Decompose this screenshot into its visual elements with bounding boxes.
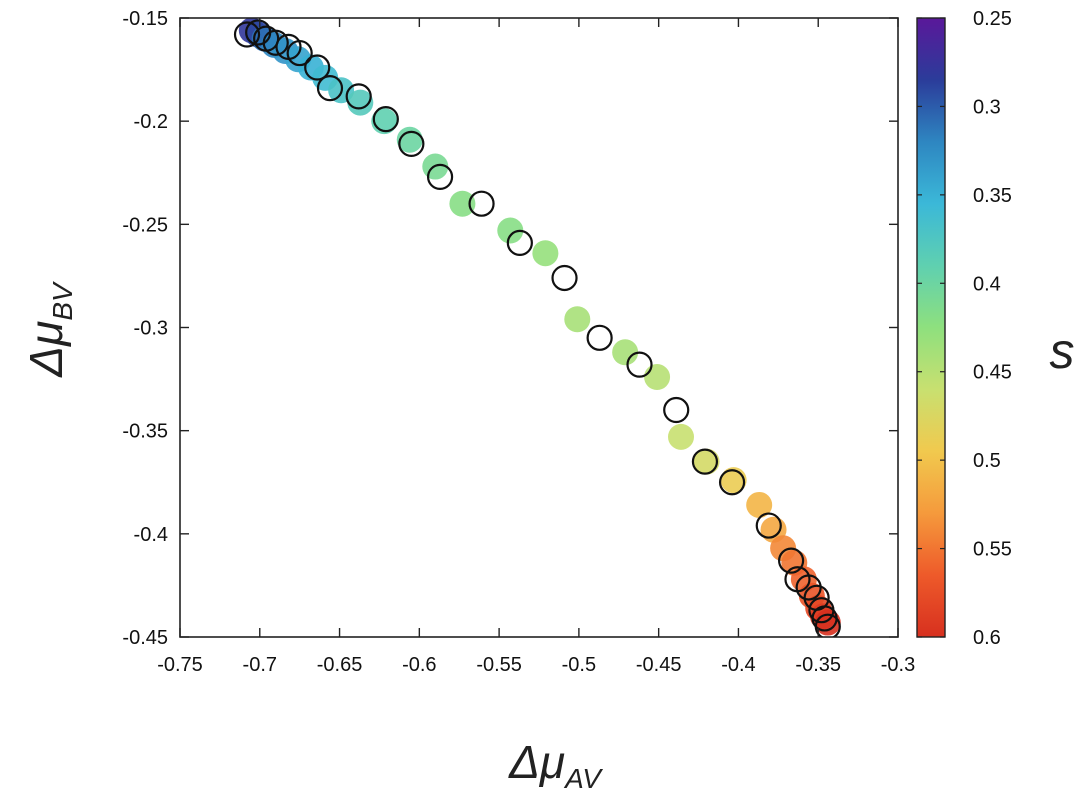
filled-data-point <box>532 240 559 267</box>
colorbar-tick-label: 0.25 <box>973 8 1012 30</box>
colorbar-tick-label: 0.3 <box>973 96 1001 118</box>
open-data-point <box>551 264 578 292</box>
open-data-point <box>663 396 690 424</box>
open-data-point <box>345 83 372 110</box>
open-data-point <box>506 229 533 257</box>
open-data-point <box>262 29 289 56</box>
open-data-point <box>468 190 495 217</box>
y-tick-label: -0.4 <box>134 524 168 546</box>
x-tick-label: -0.6 <box>402 654 436 676</box>
open-data-point <box>233 21 261 48</box>
colorbar-tick-label: 0.35 <box>973 185 1012 207</box>
filled-data-point <box>449 190 476 217</box>
filled-data-point <box>612 339 639 366</box>
colorbar-gradient <box>916 17 946 638</box>
colorbar-ticks: 0.25 0.3 0.35 0.4 0.45 0.5 0.55 0.6 <box>917 8 1012 649</box>
colorbar: 0.25 0.3 0.35 0.4 0.45 0.5 0.55 0.6 s <box>916 8 1075 649</box>
y-axis-label: ΔμBV <box>20 281 78 378</box>
y-axis-ticks: -0.15 -0.2 -0.25 -0.3 -0.35 -0.4 -0.45 <box>122 8 898 649</box>
y-tick-label: -0.35 <box>122 421 168 443</box>
y-tick-label: -0.2 <box>134 111 168 133</box>
filled-points-layer <box>238 18 841 636</box>
open-data-point <box>286 39 313 67</box>
x-tick-label: -0.4 <box>721 654 755 676</box>
filled-data-point <box>668 423 695 450</box>
open-data-point <box>586 324 613 351</box>
y-tick-label: -0.25 <box>122 214 168 236</box>
y-axis-label-symbol: Δμ <box>20 321 72 378</box>
x-axis-label-symbol: Δμ <box>508 736 565 788</box>
x-axis-label: ΔμAV <box>508 736 603 789</box>
open-data-point <box>755 512 782 539</box>
x-tick-label: -0.65 <box>317 654 363 676</box>
colorbar-tick-label: 0.4 <box>973 273 1001 295</box>
filled-data-point <box>746 491 773 518</box>
open-data-point <box>372 106 399 133</box>
y-tick-label: -0.3 <box>134 318 168 340</box>
x-axis-label-subscript: AV <box>563 763 603 789</box>
open-data-point <box>814 613 841 637</box>
open-data-point <box>718 469 746 496</box>
y-tick-label: -0.45 <box>122 627 168 649</box>
colorbar-tick-label: 0.55 <box>973 539 1012 561</box>
open-data-point <box>398 130 425 157</box>
colorbar-tick-label: 0.45 <box>973 362 1012 384</box>
open-data-point <box>426 163 454 190</box>
open-data-point <box>777 547 805 574</box>
colorbar-tick-label: 0.6 <box>973 627 1001 649</box>
x-tick-label: -0.35 <box>795 654 841 676</box>
x-tick-label: -0.5 <box>562 654 596 676</box>
filled-data-point <box>644 364 671 391</box>
x-tick-label: -0.3 <box>881 654 915 676</box>
filled-data-point <box>564 306 591 333</box>
x-axis-ticks: -0.75 -0.7 -0.65 -0.6 -0.55 -0.5 -0.45 -0.4 -0.3… <box>157 18 915 676</box>
colorbar-tick-label: 0.5 <box>973 450 1001 472</box>
x-tick-label: -0.75 <box>157 654 203 676</box>
filled-data-point <box>497 217 524 244</box>
x-tick-label: -0.7 <box>243 654 277 676</box>
open-data-point <box>304 54 331 81</box>
open-points-layer <box>233 19 841 637</box>
open-data-point <box>316 75 344 102</box>
open-data-point <box>691 448 719 475</box>
filled-data-point <box>347 89 374 116</box>
y-axis-label-subscript: BV <box>47 281 78 321</box>
colorbar-label: s <box>1050 323 1075 379</box>
y-tick-label: -0.15 <box>122 8 168 30</box>
open-data-point <box>626 351 653 378</box>
filled-data-point <box>693 448 720 475</box>
x-tick-label: -0.55 <box>476 654 522 676</box>
x-tick-label: -0.45 <box>636 654 682 676</box>
